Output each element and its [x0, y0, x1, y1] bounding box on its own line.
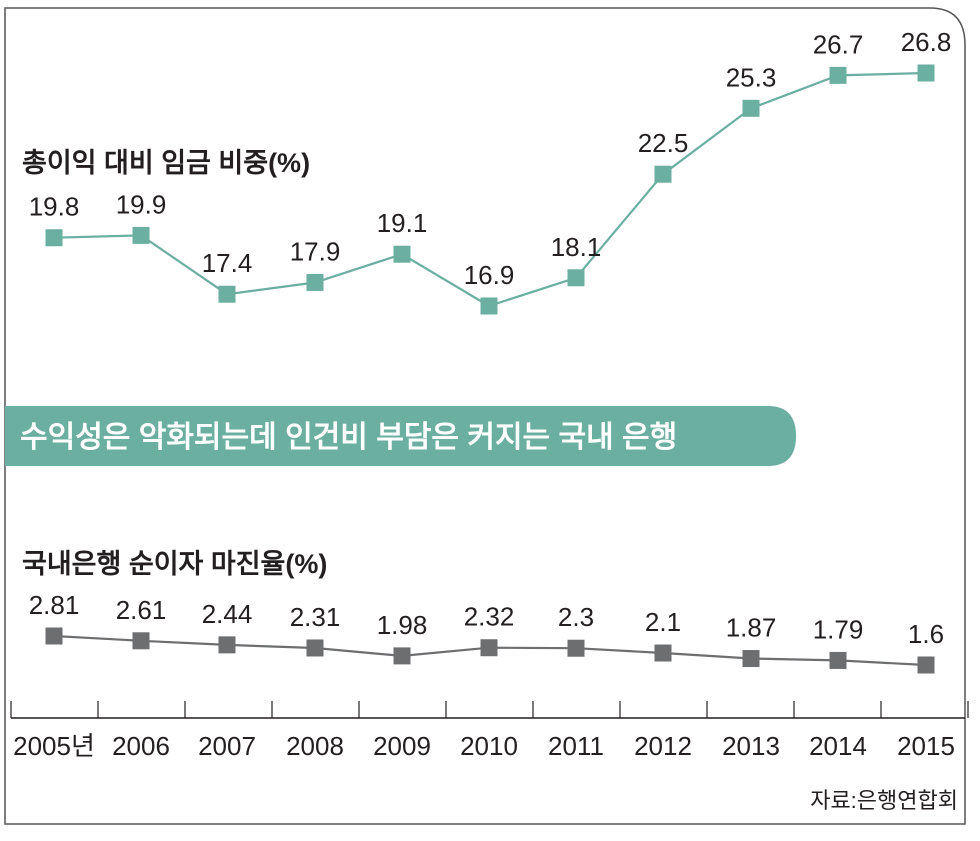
chart1-data-label-4: 19.1 — [377, 208, 428, 238]
chart2-markers — [45, 627, 935, 674]
chart1-point-10 — [917, 64, 935, 82]
chart2-point-9 — [829, 651, 847, 669]
chart1-point-0 — [45, 229, 63, 247]
chart2-point-3 — [306, 639, 324, 657]
x-tick-label-10: 2015 — [897, 731, 955, 761]
x-tick-label-4: 2009 — [373, 731, 431, 761]
chart1-data-label-6: 18.1 — [551, 232, 602, 262]
chart1-data-label-0: 19.8 — [29, 192, 80, 222]
chart1-markers — [45, 64, 935, 315]
chart1-point-8 — [742, 99, 760, 117]
chart1-title: 총이익 대비 임금 비중(%) — [22, 148, 310, 178]
chart2-data-labels: 2.81 2.61 2.44 2.31 1.98 2.32 2.3 2.1 1.87 1.79 1.… — [29, 590, 944, 649]
chart1-data-label-1: 19.9 — [116, 189, 167, 219]
chart2-data-label-5: 2.32 — [464, 602, 515, 632]
chart2-data-label-3: 2.31 — [290, 602, 341, 632]
chart1-data-label-9: 26.7 — [813, 29, 864, 59]
chart2-data-label-0: 2.81 — [29, 590, 80, 620]
chart2-data-label-8: 1.87 — [726, 613, 777, 643]
banner-title: 수익성은 악화되는데 인건비 부담은 커지는 국내 은행 — [20, 421, 677, 454]
x-axis-ticks — [10, 701, 969, 718]
chart2-point-2 — [218, 636, 236, 654]
chart1-data-label-8: 25.3 — [726, 62, 777, 92]
chart1-point-6 — [567, 269, 585, 287]
chart2-point-10 — [917, 656, 935, 674]
chart1-data-label-3: 17.9 — [290, 236, 341, 266]
source-note: 자료:은행연합회 — [810, 788, 958, 813]
x-tick-label-0: 2005년 — [13, 731, 95, 761]
chart2-data-label-9: 1.79 — [813, 614, 864, 644]
chart2-point-6 — [567, 639, 585, 657]
chart2-data-label-4: 1.98 — [377, 610, 428, 640]
x-tick-label-3: 2008 — [286, 731, 344, 761]
chart1-point-9 — [829, 66, 847, 84]
x-tick-label-7: 2012 — [634, 731, 692, 761]
x-tick-label-9: 2014 — [809, 731, 867, 761]
x-tick-label-6: 2011 — [548, 731, 604, 761]
x-axis-labels: 2005년 2006 2007 2008 2009 2010 2011 2012 2013 201… — [13, 731, 955, 761]
chart1-data-label-5: 16.9 — [464, 260, 515, 290]
chart2-data-label-6: 2.3 — [558, 602, 594, 632]
x-tick-label-2: 2007 — [198, 731, 256, 761]
chart2-data-label-1: 2.61 — [116, 595, 167, 625]
chart2-point-8 — [742, 650, 760, 668]
chart2-title: 국내은행 순이자 마진율(%) — [22, 549, 327, 579]
chart1-data-label-7: 22.5 — [638, 128, 689, 158]
chart1-point-3 — [306, 273, 324, 291]
chart2-data-label-2: 2.44 — [202, 599, 253, 629]
chart2-point-5 — [480, 639, 498, 657]
chart2-data-label-10: 1.6 — [908, 619, 944, 649]
chart1-data-labels: 19.8 19.9 17.4 17.9 19.1 16.9 18.1 22.5 25.3 26.7… — [29, 27, 952, 290]
chart1-point-4 — [393, 245, 411, 263]
chart2-data-label-7: 2.1 — [645, 607, 681, 637]
chart2-point-1 — [132, 632, 150, 650]
chart2-point-4 — [393, 647, 411, 665]
x-tick-label-1: 2006 — [112, 731, 170, 761]
chart1-point-5 — [480, 297, 498, 315]
chart1-point-7 — [654, 165, 672, 183]
chart1-data-label-2: 17.4 — [202, 248, 253, 278]
chart2-point-0 — [45, 627, 63, 645]
banner — [5, 406, 796, 466]
chart1-data-label-10: 26.8 — [901, 27, 952, 57]
x-tick-label-8: 2013 — [722, 731, 780, 761]
frame — [4, 7, 966, 825]
chart2-point-7 — [654, 644, 672, 662]
chart1-point-1 — [132, 226, 150, 244]
chart1-point-2 — [218, 285, 236, 303]
x-tick-label-5: 2010 — [460, 731, 518, 761]
